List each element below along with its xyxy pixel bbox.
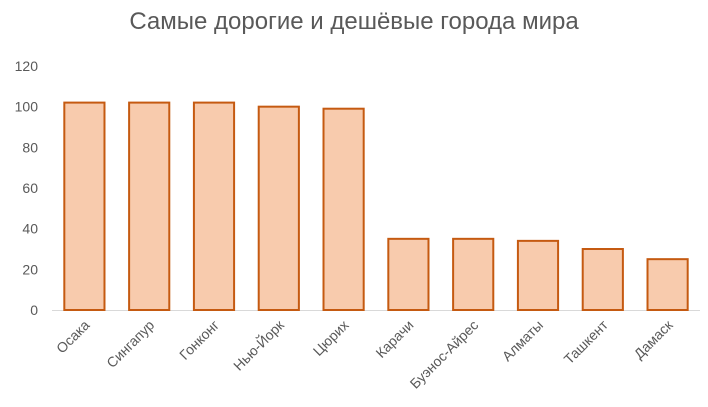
y-tick-label: 100 — [15, 99, 39, 115]
x-category-label: Дамаск — [631, 316, 677, 362]
x-category-label: Осака — [53, 317, 93, 357]
bar — [646, 258, 689, 311]
bar — [322, 107, 365, 311]
x-category-label: Буэнос-Айрес — [407, 317, 482, 392]
x-category-label: Ташкент — [561, 316, 612, 367]
x-category-label: Сингапур — [103, 317, 157, 371]
bar — [452, 237, 495, 311]
bar — [516, 239, 560, 311]
bar — [192, 101, 236, 311]
y-tick-label: 60 — [22, 180, 38, 196]
bar — [387, 237, 430, 311]
y-tick-label: 80 — [22, 139, 38, 155]
y-tick-label: 40 — [22, 221, 38, 237]
x-category-label: Карачи — [372, 317, 416, 361]
y-tick-label: 0 — [30, 302, 38, 318]
bar — [128, 101, 171, 311]
bar — [581, 248, 624, 311]
chart-title: Самые дорогие и дешёвые города мира — [129, 8, 579, 35]
bar — [257, 105, 300, 311]
x-category-label: Гонконг — [176, 317, 222, 363]
y-tick-label: 120 — [15, 58, 39, 74]
x-category-label: Цюрих — [310, 317, 352, 359]
bar — [63, 101, 106, 311]
y-tick-label: 20 — [22, 261, 38, 277]
x-category-label: Алматы — [499, 317, 546, 364]
x-category-label: Нью-Йорк — [229, 315, 287, 373]
